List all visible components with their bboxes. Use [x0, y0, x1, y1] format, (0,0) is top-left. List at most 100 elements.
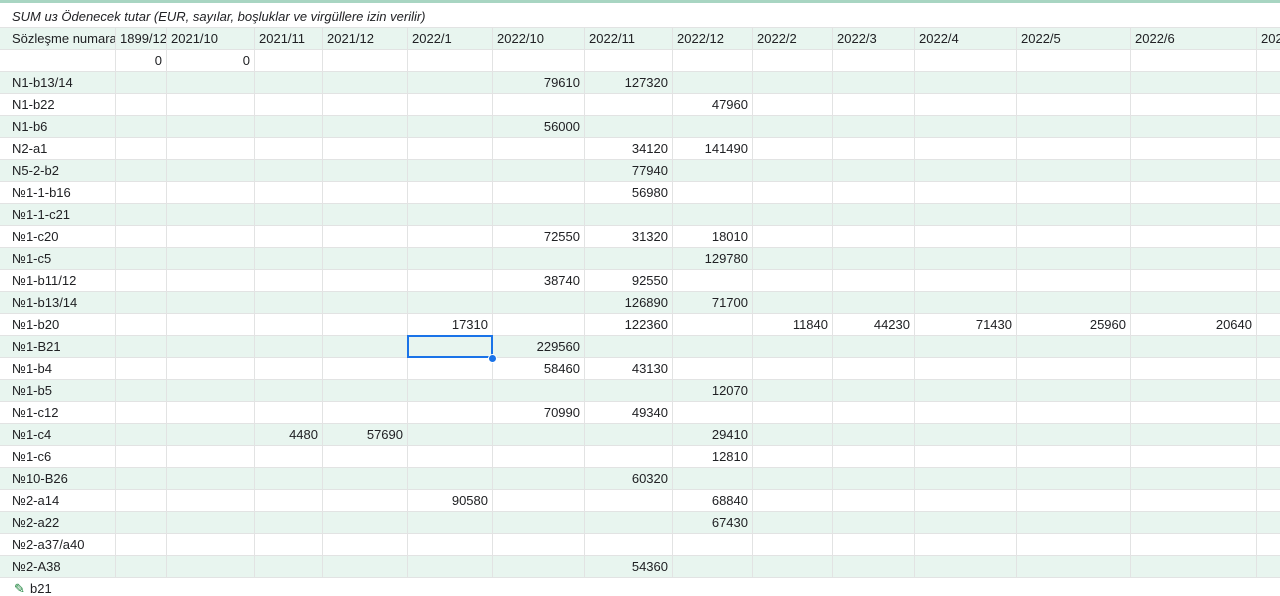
- value-cell[interactable]: [833, 512, 915, 533]
- value-cell[interactable]: [1257, 336, 1280, 357]
- value-cell[interactable]: [323, 248, 408, 269]
- value-cell[interactable]: [408, 424, 493, 445]
- value-cell[interactable]: [1131, 402, 1257, 423]
- value-cell[interactable]: [753, 270, 833, 291]
- row-label-cell[interactable]: №1-c12: [0, 402, 116, 423]
- value-cell[interactable]: 54360: [585, 556, 673, 577]
- value-cell[interactable]: 141490: [673, 138, 753, 159]
- row-label-cell[interactable]: N1-b22: [0, 94, 116, 115]
- value-cell[interactable]: [323, 534, 408, 555]
- value-cell[interactable]: 58460: [493, 358, 585, 379]
- value-cell[interactable]: [915, 468, 1017, 489]
- value-cell[interactable]: [753, 94, 833, 115]
- value-cell[interactable]: [673, 314, 753, 335]
- value-cell[interactable]: [753, 446, 833, 467]
- value-cell[interactable]: [323, 446, 408, 467]
- row-label-cell[interactable]: N1-b13/14: [0, 72, 116, 93]
- value-cell[interactable]: [167, 358, 255, 379]
- selected-cell-outline[interactable]: [407, 335, 493, 358]
- value-cell[interactable]: [753, 336, 833, 357]
- column-header[interactable]: 2022: [1257, 28, 1280, 49]
- row-label-cell[interactable]: №1-b5: [0, 380, 116, 401]
- pencil-icon[interactable]: ✎: [14, 581, 25, 596]
- value-cell[interactable]: [167, 336, 255, 357]
- value-cell[interactable]: [915, 490, 1017, 511]
- value-cell[interactable]: [493, 490, 585, 511]
- value-cell[interactable]: 229560: [493, 336, 585, 357]
- column-header[interactable]: 2022/6: [1131, 28, 1257, 49]
- value-cell[interactable]: [833, 248, 915, 269]
- value-cell[interactable]: [1017, 468, 1131, 489]
- value-cell[interactable]: [167, 402, 255, 423]
- value-cell[interactable]: [493, 204, 585, 225]
- value-cell[interactable]: [833, 380, 915, 401]
- row-label-cell[interactable]: №1-b13/14: [0, 292, 116, 313]
- column-header[interactable]: 2022/5: [1017, 28, 1131, 49]
- value-cell[interactable]: [116, 226, 167, 247]
- value-cell[interactable]: [673, 204, 753, 225]
- value-cell[interactable]: [255, 292, 323, 313]
- column-header[interactable]: 2021/12: [323, 28, 408, 49]
- value-cell[interactable]: [1017, 358, 1131, 379]
- value-cell[interactable]: [915, 204, 1017, 225]
- value-cell[interactable]: 25960: [1017, 314, 1131, 335]
- value-cell[interactable]: [167, 138, 255, 159]
- value-cell[interactable]: [833, 490, 915, 511]
- value-cell[interactable]: [915, 160, 1017, 181]
- value-cell[interactable]: [915, 424, 1017, 445]
- value-cell[interactable]: 18010: [673, 226, 753, 247]
- value-cell[interactable]: [323, 380, 408, 401]
- value-cell[interactable]: [116, 468, 167, 489]
- value-cell[interactable]: [116, 424, 167, 445]
- column-header[interactable]: 2022/12: [673, 28, 753, 49]
- value-cell[interactable]: [493, 94, 585, 115]
- value-cell[interactable]: [323, 226, 408, 247]
- value-cell[interactable]: 17310: [408, 314, 493, 335]
- value-cell[interactable]: [753, 204, 833, 225]
- value-cell[interactable]: [116, 138, 167, 159]
- value-cell[interactable]: [1131, 446, 1257, 467]
- value-cell[interactable]: [673, 160, 753, 181]
- value-cell[interactable]: [915, 116, 1017, 137]
- value-cell[interactable]: [915, 248, 1017, 269]
- row-label-cell[interactable]: №1-c5: [0, 248, 116, 269]
- value-cell[interactable]: [915, 556, 1017, 577]
- row-label-cell[interactable]: №1-b20: [0, 314, 116, 335]
- value-cell[interactable]: [673, 50, 753, 71]
- value-cell[interactable]: 20640: [1131, 314, 1257, 335]
- value-cell[interactable]: 90580: [408, 490, 493, 511]
- value-cell[interactable]: 11840: [753, 314, 833, 335]
- value-cell[interactable]: [116, 116, 167, 137]
- row-label-cell[interactable]: [0, 50, 116, 71]
- value-cell[interactable]: [1017, 556, 1131, 577]
- value-cell[interactable]: 43130: [585, 358, 673, 379]
- column-header[interactable]: Sözleşme numarası: [0, 28, 116, 49]
- value-cell[interactable]: [1131, 534, 1257, 555]
- value-cell[interactable]: [323, 314, 408, 335]
- value-cell[interactable]: 49340: [585, 402, 673, 423]
- value-cell[interactable]: [116, 94, 167, 115]
- value-cell[interactable]: [116, 292, 167, 313]
- value-cell[interactable]: [323, 468, 408, 489]
- value-cell[interactable]: [753, 248, 833, 269]
- value-cell[interactable]: [673, 336, 753, 357]
- row-label-cell[interactable]: N5-2-b2: [0, 160, 116, 181]
- value-cell[interactable]: [753, 512, 833, 533]
- value-cell[interactable]: [408, 556, 493, 577]
- value-cell[interactable]: [1017, 336, 1131, 357]
- value-cell[interactable]: [1257, 380, 1280, 401]
- value-cell[interactable]: [493, 138, 585, 159]
- value-cell[interactable]: 57690: [323, 424, 408, 445]
- value-cell[interactable]: [833, 94, 915, 115]
- value-cell[interactable]: [1257, 138, 1280, 159]
- value-cell[interactable]: [753, 72, 833, 93]
- value-cell[interactable]: [1131, 336, 1257, 357]
- value-cell[interactable]: [167, 556, 255, 577]
- value-cell[interactable]: [1017, 380, 1131, 401]
- value-cell[interactable]: [323, 182, 408, 203]
- value-cell[interactable]: [493, 468, 585, 489]
- value-cell[interactable]: [167, 72, 255, 93]
- value-cell[interactable]: 44230: [833, 314, 915, 335]
- column-header[interactable]: 2022/1: [408, 28, 493, 49]
- value-cell[interactable]: [116, 380, 167, 401]
